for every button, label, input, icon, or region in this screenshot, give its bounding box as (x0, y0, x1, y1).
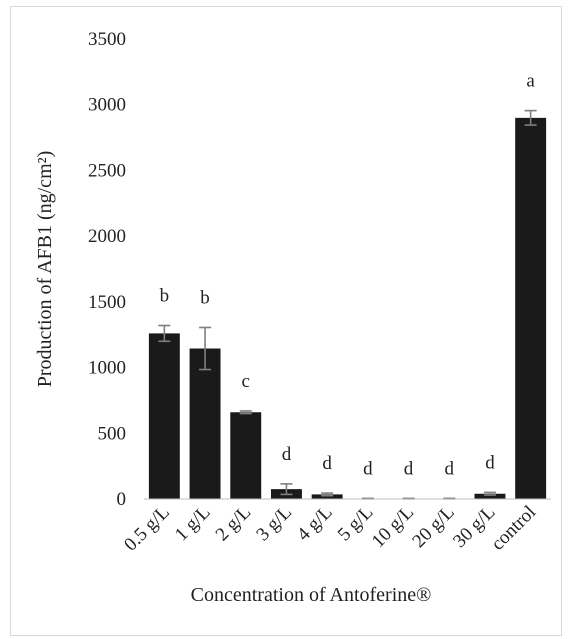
bar (474, 493, 506, 499)
significance-letter: d (363, 458, 373, 479)
significance-letters: b b c d d d d d d a (160, 71, 536, 480)
significance-letter: d (445, 458, 455, 479)
significance-letter: b (160, 286, 170, 307)
y-axis: 0 500 1000 1500 2000 2500 3000 3500 (88, 29, 126, 510)
error-bar (280, 483, 293, 496)
significance-letter: c (242, 371, 250, 392)
bar (515, 117, 547, 499)
x-tick-label: 1 g/L (171, 502, 215, 546)
error-bar (199, 326, 212, 371)
error-bar (239, 410, 252, 415)
x-tick-label: 20 g/L (408, 502, 458, 552)
significance-letter: d (322, 453, 332, 474)
significance-letter: d (282, 444, 292, 465)
significance-letter: d (404, 458, 414, 479)
x-tick-label: 10 g/L (368, 502, 418, 552)
y-tick-label: 1500 (88, 292, 126, 313)
x-tick-label: 4 g/L (293, 502, 337, 546)
error-bar (321, 492, 334, 497)
x-axis-title: Concentration of Antoferine® (191, 584, 432, 606)
x-tick-label: control (487, 502, 540, 555)
significance-letter: d (485, 452, 495, 473)
y-tick-label: 3500 (88, 29, 126, 50)
error-bar (524, 109, 537, 126)
x-axis: 0.5 g/L1 g/L2 g/L3 g/L4 g/L5 g/L10 g/L20… (120, 502, 540, 556)
y-tick-label: 1000 (88, 358, 126, 379)
error-bar (158, 324, 171, 343)
y-tick-label: 3000 (88, 95, 126, 116)
bar (148, 333, 180, 499)
y-tick-label: 2500 (88, 160, 126, 181)
significance-letter: b (200, 287, 210, 308)
bar (230, 412, 262, 499)
significance-letter: a (526, 71, 535, 92)
y-axis-title: Production of AFB1 (ng/cm²) (34, 151, 56, 388)
bars (148, 117, 547, 500)
bar (189, 348, 221, 499)
x-tick-label: 3 g/L (252, 502, 296, 546)
y-tick-label: 2000 (88, 226, 126, 247)
y-tick-label: 0 (117, 489, 127, 510)
x-tick-label: 2 g/L (212, 502, 256, 546)
x-tick-label: 0.5 g/L (120, 502, 174, 556)
bar (311, 494, 343, 499)
error-bar (483, 491, 496, 496)
y-tick-label: 500 (98, 423, 127, 444)
